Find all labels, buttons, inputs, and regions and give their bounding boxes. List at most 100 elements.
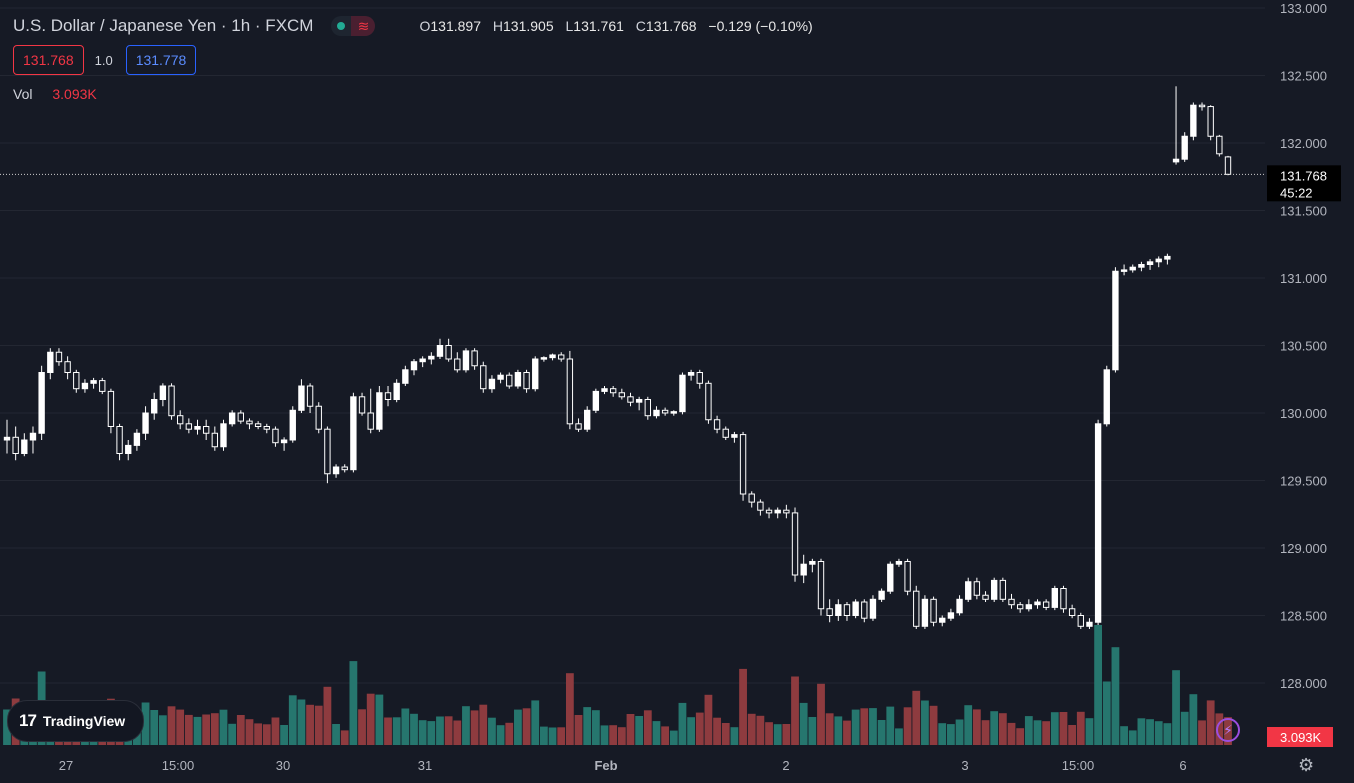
volume-bar xyxy=(834,716,843,745)
candle-body xyxy=(1025,604,1033,610)
candle-body xyxy=(1216,135,1223,155)
candle-body xyxy=(410,361,418,371)
open-value: 131.897 xyxy=(430,18,481,34)
candle-body xyxy=(393,382,400,400)
candle-body xyxy=(618,392,626,398)
candle-body xyxy=(21,439,28,454)
candle-body xyxy=(1094,423,1102,623)
volume-bar xyxy=(869,708,877,745)
sell-button[interactable]: 131.768 xyxy=(13,45,84,75)
volume-bar xyxy=(739,668,747,745)
candle-body xyxy=(280,439,288,444)
volume-bar xyxy=(955,719,964,745)
candle-body xyxy=(289,409,296,441)
candle-body xyxy=(852,601,859,616)
volume-bar xyxy=(747,713,756,745)
tradingview-name: TradingView xyxy=(42,713,126,729)
volume-bar xyxy=(314,705,323,745)
candle-body xyxy=(90,380,97,384)
volume-value: 3.093K xyxy=(52,86,97,102)
candle-body xyxy=(81,382,89,390)
candle-body xyxy=(246,420,253,425)
candle-body xyxy=(1198,104,1206,108)
volume-bar xyxy=(1033,720,1042,745)
tradingview-mark-icon: 17 xyxy=(19,711,37,730)
candle-body xyxy=(904,561,911,592)
time-axis[interactable]: 27 15:00 30 31 Feb 2 3 15:00 6 xyxy=(0,746,1354,783)
candle-body xyxy=(73,372,80,390)
time-axis-bg xyxy=(0,746,1354,783)
volume-bar xyxy=(825,713,834,745)
volume-bar xyxy=(938,723,947,745)
volume-legend[interactable]: Vol 3.093K xyxy=(13,86,97,102)
candle-body xyxy=(921,598,929,627)
volume-bar xyxy=(358,709,366,745)
candle-body xyxy=(514,372,522,387)
candle-body xyxy=(791,512,799,576)
time-tick-label: 15:00 xyxy=(1062,758,1095,773)
lightning-icon[interactable]: ⚡ xyxy=(1216,718,1240,742)
volume-bar xyxy=(271,717,280,745)
candle-body xyxy=(549,354,556,359)
volume-bar xyxy=(514,709,522,745)
change-value: −0.129 (−0.10%) xyxy=(708,18,813,34)
candle-body xyxy=(939,617,946,623)
volume-bar xyxy=(1059,712,1068,745)
candle-body xyxy=(757,501,764,511)
time-tick-label: 30 xyxy=(276,758,290,773)
volume-bar xyxy=(366,693,375,745)
status-pill[interactable]: ≋ xyxy=(331,16,376,36)
candle-body xyxy=(376,392,383,430)
volume-bar xyxy=(323,686,332,745)
volume-bar xyxy=(912,690,921,745)
candle-body xyxy=(1068,608,1076,616)
price-axis-bg xyxy=(1265,0,1354,783)
candle-body xyxy=(55,351,63,363)
volume-bar xyxy=(479,704,488,745)
volume-bar xyxy=(167,706,176,745)
candle-body xyxy=(1181,135,1188,160)
volume-bar xyxy=(288,695,297,745)
volume-bar xyxy=(895,728,903,745)
volume-bar xyxy=(1007,722,1016,745)
symbol-title[interactable]: U.S. Dollar / Japanese Yen · 1h · FXCM xyxy=(13,16,314,35)
candle-body xyxy=(3,436,11,441)
candle-body xyxy=(861,601,868,619)
volume-bar xyxy=(245,719,254,745)
candle-body xyxy=(956,598,963,614)
price-tick-label: 131.500 xyxy=(1280,204,1327,219)
volume-bar xyxy=(401,708,410,745)
candle-body xyxy=(107,390,115,427)
candle-body xyxy=(47,351,54,373)
volume-bar xyxy=(539,726,548,745)
buy-button[interactable]: 131.778 xyxy=(125,45,197,75)
volume-bar xyxy=(531,700,540,745)
candle-body xyxy=(800,563,807,576)
time-tick-label: 2 xyxy=(782,758,789,773)
candle-body xyxy=(125,444,132,454)
time-tick-label: Feb xyxy=(594,758,617,773)
volume-bar xyxy=(1024,716,1033,745)
spread-value: 1.0 xyxy=(94,52,113,68)
volume-bar xyxy=(921,700,929,745)
tradingview-logo[interactable]: 17 TradingView xyxy=(7,700,144,742)
volume-bar xyxy=(791,676,799,745)
gear-icon[interactable]: ⚙ xyxy=(1298,755,1315,775)
price-tick-label: 128.500 xyxy=(1280,609,1327,624)
volume-bar xyxy=(860,708,869,745)
candle-body xyxy=(809,561,816,565)
volume-bar xyxy=(1050,712,1059,745)
candle-body xyxy=(895,561,903,565)
candle-body xyxy=(748,493,755,503)
candle-body xyxy=(159,385,167,400)
candle-body xyxy=(826,608,833,616)
candle-body xyxy=(653,409,660,417)
volume-bar xyxy=(1206,700,1215,745)
price-axis[interactable]: 128.000 128.500 129.000 129.500 130.000 130.5… xyxy=(1265,0,1354,783)
candle-body xyxy=(523,372,530,390)
last-volume-label: 3.093K xyxy=(1267,727,1333,747)
candle-body xyxy=(341,466,348,471)
candle-body xyxy=(540,357,548,360)
volume-bar xyxy=(1076,711,1085,745)
